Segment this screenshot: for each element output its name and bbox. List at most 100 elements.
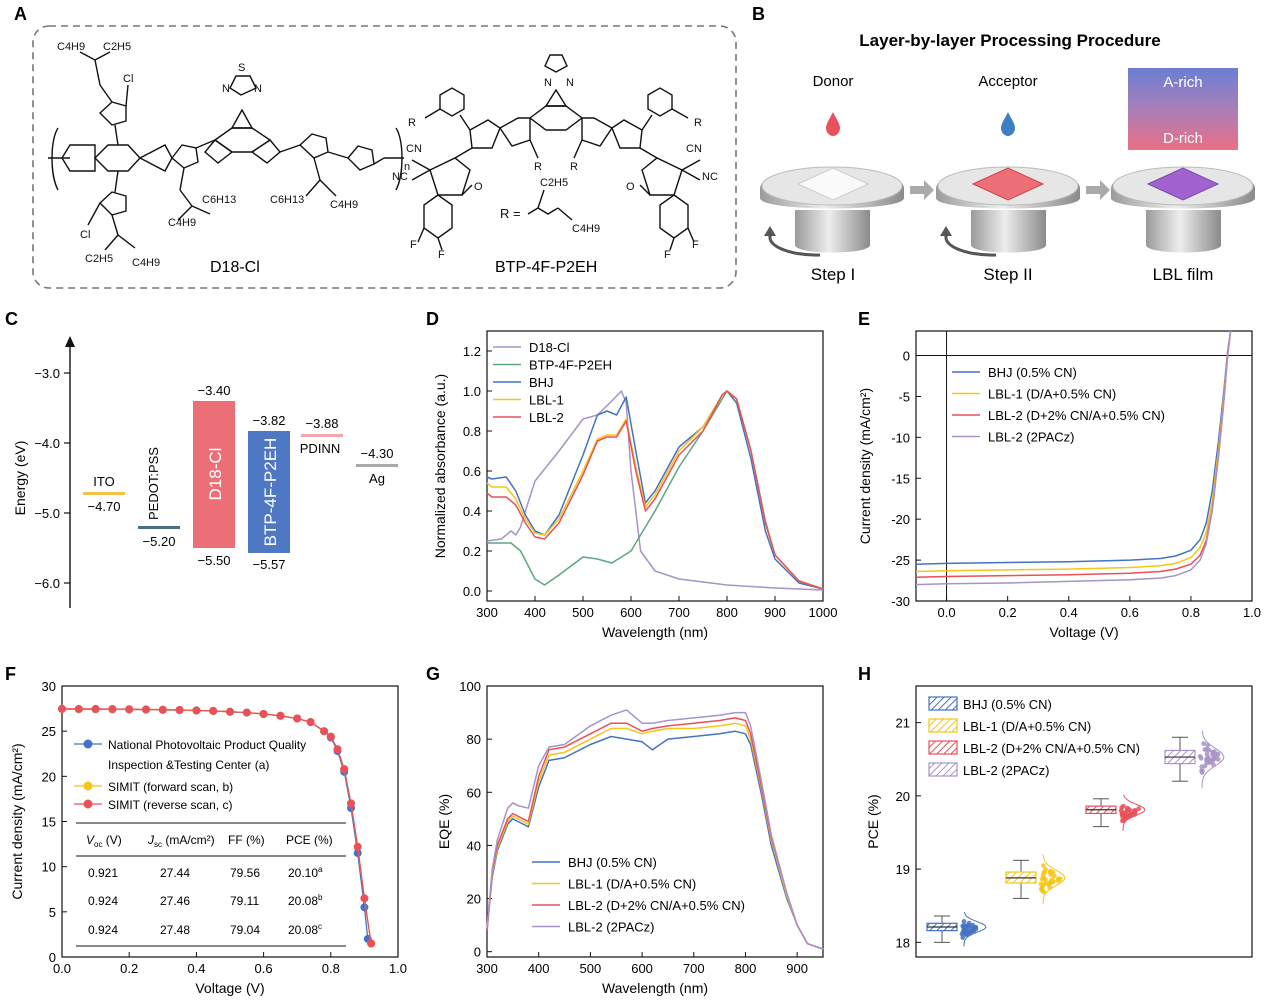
data-point bbox=[1121, 811, 1127, 817]
legend-label: BTP-4F-P2EH bbox=[529, 358, 612, 373]
legend-label: LBL-2 bbox=[529, 410, 564, 425]
plot-frame bbox=[915, 330, 1253, 602]
data-point bbox=[306, 718, 315, 727]
ito-value: −4.70 bbox=[88, 499, 121, 514]
label-c6h13-b: C6H13 bbox=[270, 194, 304, 206]
y-tick-label: 20 bbox=[896, 789, 910, 804]
table-cell: 20.08c bbox=[288, 922, 322, 937]
btp-structure bbox=[411, 54, 701, 251]
y-tick-label: 80 bbox=[467, 732, 481, 747]
pedot-name: PEDOT:PSS bbox=[146, 447, 161, 520]
x-tick-label: 0.4 bbox=[187, 961, 205, 976]
table-cell: 20.08b bbox=[288, 893, 323, 908]
data-point bbox=[158, 705, 167, 714]
data-point bbox=[142, 705, 150, 714]
label-r-eq: R = bbox=[500, 206, 521, 221]
x-tick-label: 300 bbox=[476, 961, 498, 976]
data-point bbox=[125, 705, 134, 714]
x-tick-label: 1.0 bbox=[1243, 605, 1261, 620]
donor-drop-icon bbox=[826, 112, 840, 136]
y-tick-label: 0.4 bbox=[463, 504, 481, 519]
data-point bbox=[353, 849, 362, 858]
label-o-left: O bbox=[474, 181, 483, 193]
legend-label: LBL-2 (2PACz) bbox=[963, 763, 1049, 778]
panel-letter: F bbox=[5, 664, 16, 684]
label-cn-2: CN bbox=[686, 143, 702, 155]
legend-marker-b bbox=[83, 781, 93, 791]
label-r-left: R bbox=[408, 117, 416, 129]
legend-label: LBL-1 (D/A+0.5% CN) bbox=[988, 387, 1116, 402]
data-point bbox=[74, 704, 83, 713]
x-tick-label: 1000 bbox=[809, 605, 838, 620]
x-tick-label: 0.0 bbox=[53, 961, 71, 976]
data-point bbox=[1206, 747, 1212, 753]
series-line bbox=[486, 722, 824, 950]
x-tick-label: 400 bbox=[528, 961, 550, 976]
table-cell: 27.44 bbox=[160, 866, 190, 880]
spin-coater-2 bbox=[936, 166, 1080, 257]
btp-band bbox=[248, 431, 290, 553]
x-tick-label: 300 bbox=[476, 605, 498, 620]
x-tick-label: 800 bbox=[735, 961, 757, 976]
data-point bbox=[226, 707, 234, 716]
label-f-3: F bbox=[664, 249, 671, 261]
data-point bbox=[242, 708, 251, 717]
panel-letter: H bbox=[858, 664, 871, 684]
label-c4h9-bottom: C4H9 bbox=[132, 257, 160, 269]
y-tick-label: 20 bbox=[467, 892, 481, 907]
table-cell: 79.56 bbox=[230, 866, 260, 880]
table-cell: 0.924 bbox=[88, 923, 118, 937]
pdinn-name: PDINN bbox=[300, 441, 340, 456]
label-r-right: R bbox=[694, 117, 702, 129]
data-point bbox=[1208, 759, 1214, 765]
legend-text-b: SIMIT (forward scan, b) bbox=[108, 780, 233, 794]
label-cl-top: Cl bbox=[123, 73, 133, 85]
data-point bbox=[1202, 763, 1208, 769]
data-point bbox=[320, 727, 329, 736]
panel-f-table: Voc (V) Jsc (mA/cm²) FF (%) PCE (%) 0.92… bbox=[76, 822, 346, 947]
legend-text-a2: Inspection &Testing Center (a) bbox=[108, 758, 269, 772]
series-line bbox=[486, 717, 824, 950]
series-line bbox=[915, 330, 1232, 586]
legend-swatch bbox=[928, 718, 958, 733]
label-f-4: F bbox=[692, 239, 699, 251]
x-axis-title: Voltage (V) bbox=[1049, 624, 1118, 640]
data-point bbox=[108, 705, 117, 713]
a-rich-label: A-rich bbox=[1163, 74, 1202, 91]
legend-label: BHJ bbox=[529, 375, 554, 390]
y-tick-label: 0 bbox=[903, 349, 910, 364]
y-tick-label: 0.8 bbox=[463, 424, 481, 439]
data-point bbox=[340, 765, 349, 774]
chart-f-certified-jv: F 0.0 0.2 0.4 0.6 0.8 1.0 0 5 10 15 20 25 30 Voltage (… bbox=[5, 664, 407, 996]
x-tick-label: 0.2 bbox=[120, 961, 138, 976]
table-row: 0.924 27.48 79.04 20.08c bbox=[88, 922, 322, 937]
label-nc-2: NC bbox=[702, 171, 718, 183]
data-point bbox=[961, 919, 967, 924]
data-point bbox=[1047, 884, 1053, 890]
y-axis-title: Current density (mA/cm²) bbox=[857, 388, 873, 544]
y-tick-label: 0.2 bbox=[463, 544, 481, 559]
pedot-level bbox=[138, 526, 180, 529]
acceptor-name: BTP-4F-P2EH bbox=[495, 259, 597, 276]
d18-homo: −5.50 bbox=[198, 553, 231, 568]
x-tick-label: 800 bbox=[716, 605, 738, 620]
d18-band-label: D18-Cl bbox=[206, 448, 225, 501]
panel-letter-a: A bbox=[14, 4, 27, 24]
btp-homo: −5.57 bbox=[253, 557, 286, 572]
chart-e-jv: E 0.0 0.2 0.4 0.6 0.8 1.0 0 -5 -10 -15 -20 -25 -30 Vol… bbox=[857, 309, 1261, 640]
data-point bbox=[326, 732, 335, 741]
energy-axis-arrow bbox=[65, 336, 75, 347]
acceptor-drop-icon bbox=[1001, 112, 1015, 136]
d18-labels: C4H9 C2H5 Cl Cl C2H5 C4H9 C6H13 C4H9 C6H… bbox=[57, 41, 410, 269]
data-point bbox=[1121, 803, 1126, 809]
x-axis-title: Wavelength (nm) bbox=[602, 624, 708, 640]
y-tick-label: 0.0 bbox=[463, 584, 481, 599]
x-tick-label: 700 bbox=[683, 961, 705, 976]
table-header-ff: FF (%) bbox=[228, 833, 265, 847]
tick-label: −5.0 bbox=[34, 506, 60, 521]
label-c2h5-r: C2H5 bbox=[540, 177, 568, 189]
x-tick-label: 0.8 bbox=[1182, 605, 1200, 620]
label-c4h9-a: C4H9 bbox=[168, 217, 196, 229]
donor-name: D18-Cl bbox=[210, 259, 260, 276]
